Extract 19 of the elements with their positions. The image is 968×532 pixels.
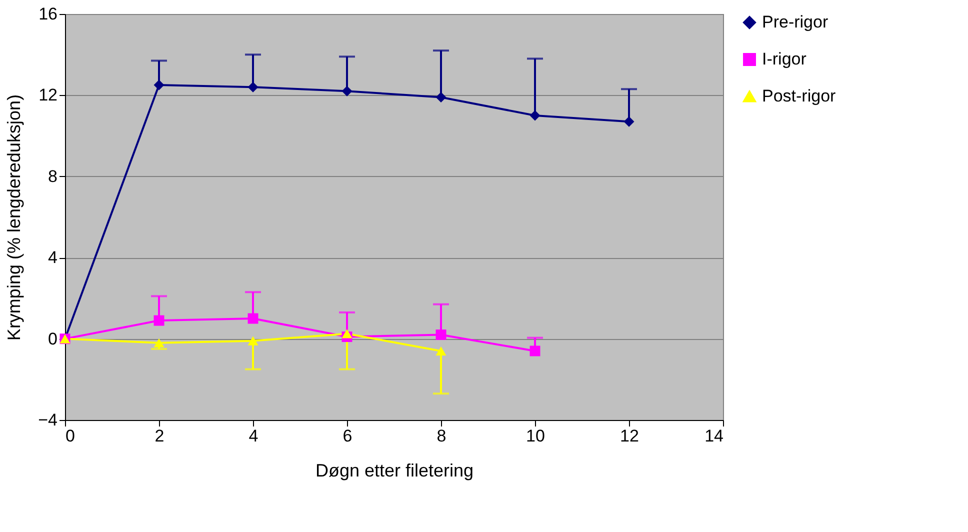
x-tick-label: 10	[526, 426, 545, 446]
y-tick-label: 12	[38, 86, 58, 105]
y-tick-label: 0	[48, 329, 58, 348]
x-tick-label: 8	[436, 426, 446, 446]
x-tick-label: 6	[342, 426, 352, 446]
y-tick-label: 16	[38, 4, 58, 24]
legend-label: Pre-rigor	[762, 12, 828, 32]
x-tick-label: 14	[704, 426, 724, 446]
x-tick-label: 4	[248, 426, 258, 446]
x-tick-label: 2	[154, 426, 164, 446]
y-tick-label: 8	[48, 166, 58, 186]
y-tick-label: −4	[38, 410, 58, 430]
x-axis-title: Døgn etter filetering	[315, 460, 474, 480]
y-axis-title: Krymping (% lengdereduksjon)	[4, 94, 24, 341]
x-tick-label: 12	[620, 426, 639, 446]
y-tick-label: 4	[48, 248, 58, 268]
legend-label: Post-rigor	[762, 86, 836, 106]
legend-label: I-rigor	[762, 50, 807, 68]
x-tick-label: 0	[66, 426, 75, 446]
